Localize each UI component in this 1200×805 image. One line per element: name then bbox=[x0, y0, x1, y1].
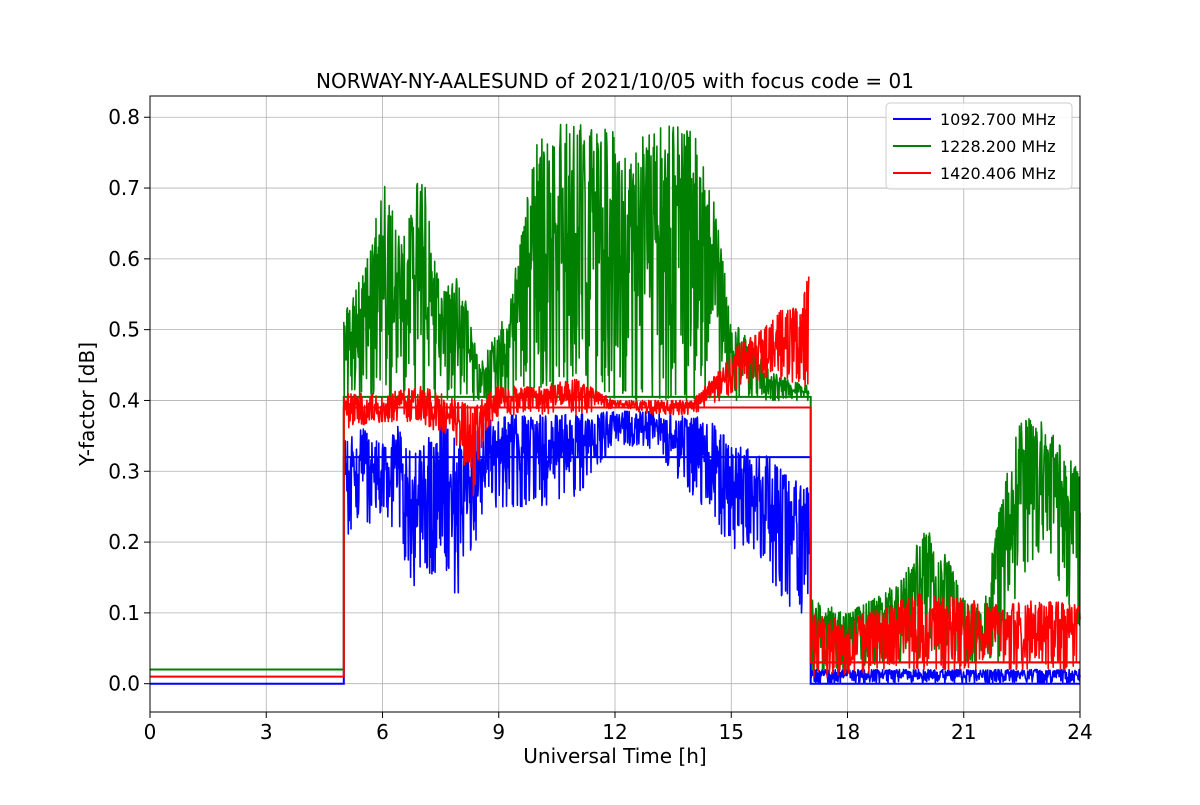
y-tick-label: 0.5 bbox=[108, 318, 140, 342]
ticks: 0 3 6 9 12 15 18 21 24 0.0 0.1 0.2 0.3 0.4 0.5 0.6 0.7 0.… bbox=[108, 105, 1093, 744]
series-baseline bbox=[150, 406, 1080, 678]
y-tick-label: 0.4 bbox=[108, 388, 140, 412]
series-trace bbox=[343, 410, 810, 614]
series-trace-tail bbox=[809, 668, 1081, 685]
y-tick-label: 0.1 bbox=[108, 601, 140, 625]
legend-label: 1420.406 MHz bbox=[940, 164, 1056, 183]
x-tick-label: 15 bbox=[719, 720, 744, 744]
x-tick-label: 12 bbox=[602, 720, 627, 744]
y-tick-label: 0.6 bbox=[108, 247, 140, 271]
legend-box bbox=[885, 102, 1073, 190]
y-tick-label: 0.7 bbox=[108, 176, 140, 200]
series-layer bbox=[150, 123, 1081, 685]
x-tick-label: 6 bbox=[376, 720, 389, 744]
x-axis-label: Universal Time [h] bbox=[523, 744, 706, 768]
series bbox=[150, 410, 1081, 685]
y-tick-label: 0.2 bbox=[108, 530, 140, 554]
legend-label: 1092.700 MHz bbox=[940, 110, 1056, 129]
y-axis-label: Y-factor [dB] bbox=[75, 342, 99, 467]
x-tick-label: 18 bbox=[835, 720, 860, 744]
x-tick-label: 9 bbox=[492, 720, 505, 744]
series-trace-tail bbox=[809, 593, 1081, 678]
x-tick-label: 21 bbox=[951, 720, 976, 744]
y-tick-label: 0.0 bbox=[108, 672, 140, 696]
x-tick-label: 0 bbox=[144, 720, 157, 744]
y-tick-label: 0.3 bbox=[108, 459, 140, 483]
legend: 1092.700 MHz 1228.200 MHz 1420.406 MHz bbox=[885, 102, 1073, 190]
x-tick-label: 24 bbox=[1067, 720, 1092, 744]
series-trace bbox=[343, 276, 810, 497]
legend-items: 1092.700 MHz 1228.200 MHz 1420.406 MHz bbox=[893, 110, 1056, 183]
chart-title: NORWAY-NY-AALESUND of 2021/10/05 with fo… bbox=[316, 69, 914, 93]
legend-label: 1228.200 MHz bbox=[940, 137, 1056, 156]
y-tick-label: 0.8 bbox=[108, 105, 140, 129]
series-trace bbox=[343, 123, 810, 402]
x-tick-label: 3 bbox=[260, 720, 273, 744]
series bbox=[150, 276, 1081, 678]
